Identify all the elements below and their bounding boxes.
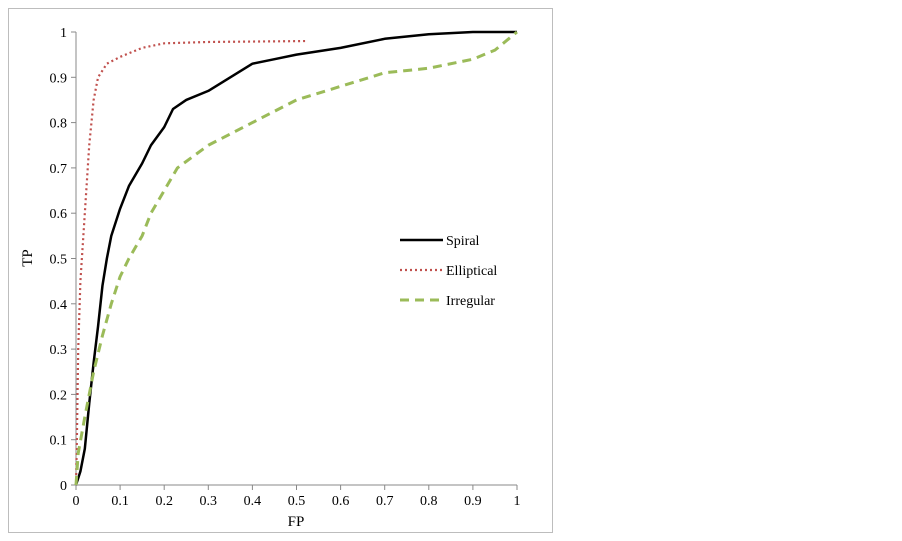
series-spiral-line <box>74 30 517 486</box>
y-tick-label: 0.9 <box>50 71 68 86</box>
series-lines <box>74 30 518 486</box>
x-tick-label: 0.6 <box>332 494 350 509</box>
chart-frame <box>8 8 553 533</box>
y-tick-label: 0.7 <box>50 162 68 177</box>
y-tick-label: 0.2 <box>50 388 68 403</box>
legend-label-irregular: Irregular <box>446 294 495 309</box>
axes: 0 0.1 0.2 0.3 0.4 0.5 0.6 0.7 0.8 0.9 1 0 0.1 0.2 0.3 0… <box>50 26 521 509</box>
x-tick-label: 0.3 <box>200 494 218 509</box>
y-tick-label: 0.5 <box>50 253 68 268</box>
series-elliptical-line <box>74 39 306 486</box>
y-tick-label: 0.8 <box>50 117 68 132</box>
x-tick-label: 0.1 <box>111 494 129 509</box>
y-tick-label: 0.4 <box>50 298 68 313</box>
y-tick-label: 0.6 <box>50 207 68 222</box>
x-tick-label: 0.7 <box>376 494 394 509</box>
x-axis-label: FP <box>288 514 305 530</box>
x-tick-label: 1 <box>514 494 521 509</box>
x-tick-label: 0 <box>73 494 80 509</box>
y-tick-label: 1 <box>60 26 67 41</box>
x-tick-label: 0.2 <box>155 494 173 509</box>
legend-label-spiral: Spiral <box>446 234 480 249</box>
y-tick-label: 0.3 <box>50 343 68 358</box>
legend-label-elliptical: Elliptical <box>446 264 497 279</box>
series-irregular-line <box>74 30 518 486</box>
x-tick-label: 0.9 <box>464 494 482 509</box>
legend: Spiral Elliptical Irregular <box>400 234 497 309</box>
y-axis-label: TP <box>20 249 36 267</box>
x-tick-label: 0.4 <box>244 494 262 509</box>
x-tick-label: 0.5 <box>288 494 306 509</box>
y-tick-label: 0 <box>60 479 67 494</box>
y-tick-label: 0.1 <box>50 434 68 449</box>
x-tick-label: 0.8 <box>420 494 438 509</box>
